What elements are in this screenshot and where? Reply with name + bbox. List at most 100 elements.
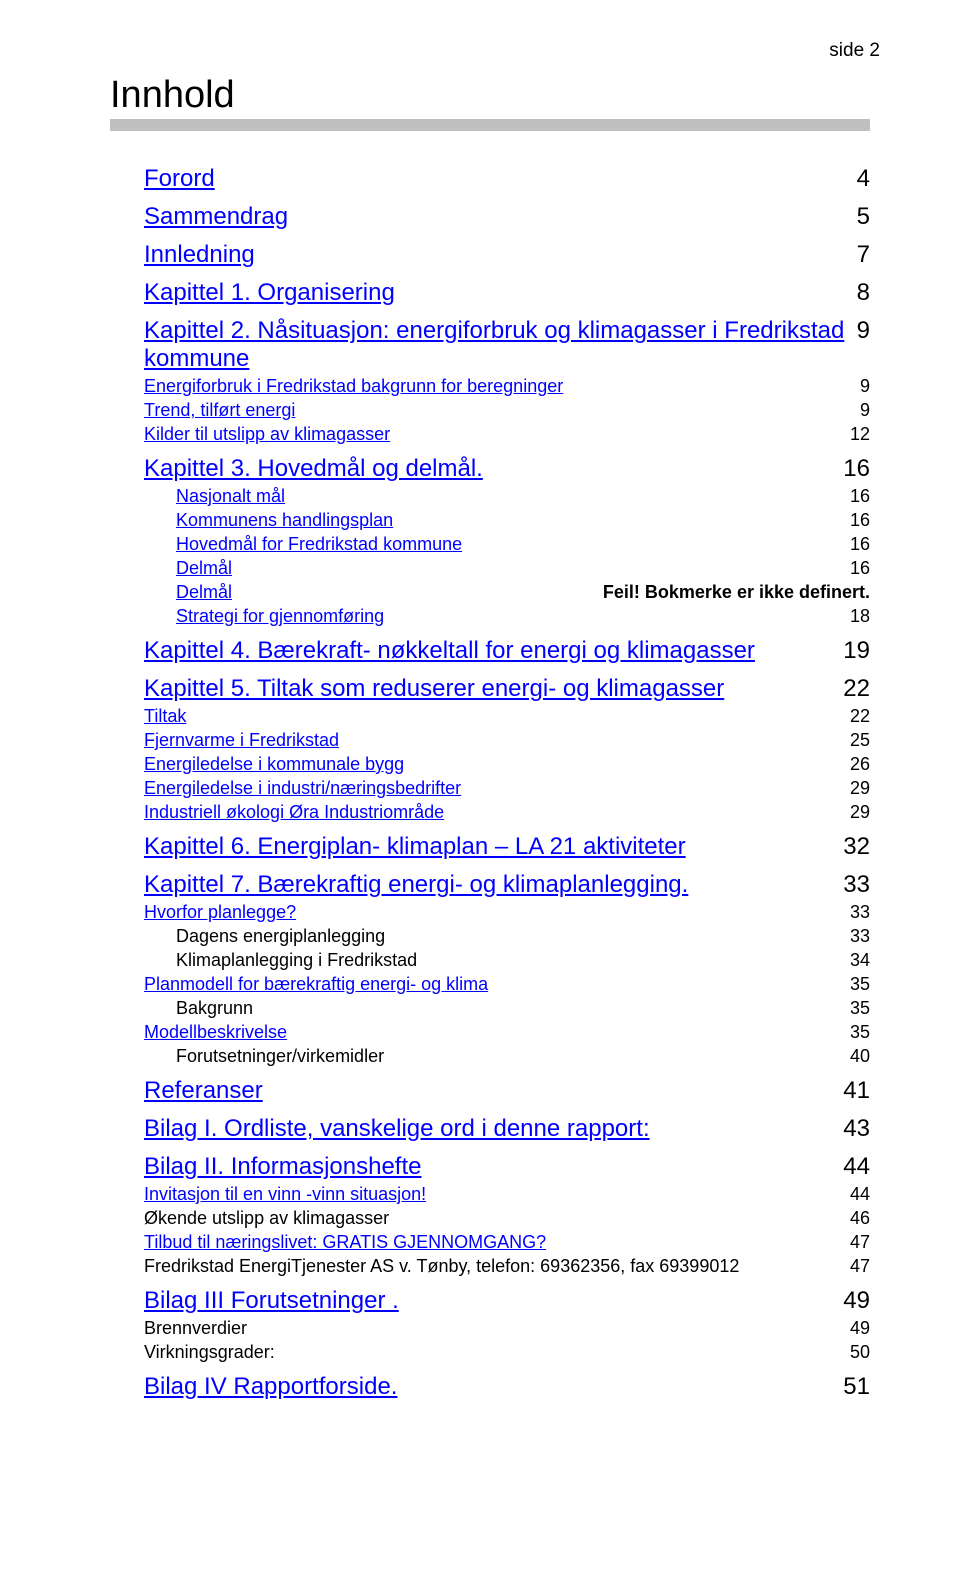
toc-row: Økende utslipp av klimagasser 46 — [110, 1205, 870, 1229]
toc-entry-label: Brennverdier — [144, 1318, 247, 1339]
toc-entry-page: 35 — [850, 1022, 870, 1043]
toc-entry-label[interactable]: Energiledelse i kommunale bygg — [144, 754, 404, 775]
toc-entry-label[interactable]: Kapittel 1. Organisering — [144, 279, 395, 307]
toc-entry-label[interactable]: Kapittel 3. Hovedmål og delmål. — [144, 455, 483, 483]
toc-entry-label[interactable]: Nasjonalt mål — [176, 486, 285, 507]
toc-row: Kommunens handlingsplan 16 — [110, 507, 870, 531]
toc-entry-page: 40 — [850, 1046, 870, 1067]
toc-entry-label[interactable]: Energiledelse i industri/næringsbedrifte… — [144, 778, 461, 799]
toc-row: Virkningsgrader: 50 — [110, 1339, 870, 1363]
toc-row: Sammendrag 5 — [110, 193, 870, 231]
toc-entry-label[interactable]: Kapittel 6. Energiplan- klimaplan – LA 2… — [144, 833, 686, 861]
toc-entry-page: 49 — [850, 1318, 870, 1339]
toc-row: Strategi for gjennomføring 18 — [110, 603, 870, 627]
table-of-contents: Forord4Sammendrag5Innledning7Kapittel 1.… — [110, 155, 870, 1401]
toc-row: Bilag I. Ordliste, vanskelige ord i denn… — [110, 1105, 870, 1143]
toc-row: Fjernvarme i Fredrikstad 25 — [110, 727, 870, 751]
toc-row: Kilder til utslipp av klimagasser 12 — [110, 421, 870, 445]
toc-entry-label[interactable]: Trend, tilført energi — [144, 400, 295, 421]
toc-row: Kapittel 6. Energiplan- klimaplan – LA 2… — [110, 823, 870, 861]
toc-entry-page: 35 — [850, 974, 870, 995]
toc-row: Hvorfor planlegge? 33 — [110, 899, 870, 923]
toc-entry-page: 50 — [850, 1342, 870, 1363]
toc-entry-label[interactable]: Planmodell for bærekraftig energi- og kl… — [144, 974, 488, 995]
toc-entry-page: 33 — [850, 902, 870, 923]
toc-entry-label[interactable]: Industriell økologi Øra Industriområde — [144, 802, 444, 823]
toc-entry-page: 12 — [850, 424, 870, 445]
toc-entry-label[interactable]: Delmål — [176, 582, 232, 603]
toc-entry-page: 7 — [857, 241, 870, 269]
toc-entry-page: 32 — [843, 833, 870, 861]
toc-entry-label[interactable]: Bilag II. Informasjonshefte — [144, 1153, 421, 1181]
toc-entry-label[interactable]: Hvorfor planlegge? — [144, 902, 296, 923]
toc-entry-label[interactable]: Modellbeskrivelse — [144, 1022, 287, 1043]
toc-row: Fredrikstad EnergiTjenester AS v. Tønby,… — [110, 1253, 870, 1277]
toc-entry-label: Forutsetninger/virkemidler — [176, 1046, 384, 1067]
toc-entry-page: 49 — [843, 1287, 870, 1315]
toc-row: Energiledelse i industri/næringsbedrifte… — [110, 775, 870, 799]
toc-row: Kapittel 1. Organisering8 — [110, 269, 870, 307]
toc-entry-label[interactable]: Fjernvarme i Fredrikstad — [144, 730, 339, 751]
toc-entry-label[interactable]: Bilag III Forutsetninger . — [144, 1287, 399, 1315]
toc-row: Innledning 7 — [110, 231, 870, 269]
toc-entry-label: Økende utslipp av klimagasser — [144, 1208, 389, 1229]
toc-row: Invitasjon til en vinn -vinn situasjon! 4… — [110, 1181, 870, 1205]
toc-entry-page: 9 — [860, 400, 870, 421]
toc-entry-label[interactable]: Kapittel 7. Bærekraftig energi- og klima… — [144, 871, 688, 899]
toc-entry-page: 33 — [850, 926, 870, 947]
toc-entry-label: Virkningsgrader: — [144, 1342, 275, 1363]
toc-entry-page: 44 — [850, 1184, 870, 1205]
toc-row: Kapittel 5. Tiltak som reduserer energi-… — [110, 665, 870, 703]
toc-entry-label[interactable]: Kilder til utslipp av klimagasser — [144, 424, 390, 445]
toc-entry-page: 43 — [843, 1115, 870, 1143]
toc-entry-label: Bakgrunn — [176, 998, 253, 1019]
toc-entry-label[interactable]: Innledning — [144, 241, 255, 269]
toc-row: Bakgrunn35 — [110, 995, 870, 1019]
toc-entry-page: 16 — [850, 510, 870, 531]
toc-entry-label[interactable]: Hovedmål for Fredrikstad kommune — [176, 534, 462, 555]
toc-entry-page: 16 — [850, 558, 870, 579]
toc-row: Forutsetninger/virkemidler 40 — [110, 1043, 870, 1067]
toc-row: Energiledelse i kommunale bygg 26 — [110, 751, 870, 775]
toc-entry-label[interactable]: Tiltak — [144, 706, 186, 727]
toc-entry-label: Klimaplanlegging i Fredrikstad — [176, 950, 417, 971]
toc-entry-page: 18 — [850, 606, 870, 627]
toc-entry-label[interactable]: Kommunens handlingsplan — [176, 510, 393, 531]
toc-row: Tiltak22 — [110, 703, 870, 727]
toc-row: Bilag IV Rapportforside. 51 — [110, 1363, 870, 1401]
toc-entry-label[interactable]: Energiforbruk i Fredrikstad bakgrunn for… — [144, 376, 563, 397]
toc-entry-label[interactable]: Invitasjon til en vinn -vinn situasjon! — [144, 1184, 426, 1205]
toc-entry-label[interactable]: Referanser — [144, 1077, 263, 1105]
toc-entry-label[interactable]: Strategi for gjennomføring — [176, 606, 384, 627]
toc-entry-label[interactable]: Bilag IV Rapportforside. — [144, 1373, 397, 1401]
toc-entry-page: 47 — [850, 1256, 870, 1277]
toc-entry-page: 5 — [857, 203, 870, 231]
toc-entry-label[interactable]: Kapittel 4. Bærekraft- nøkkeltall for en… — [144, 637, 755, 665]
toc-entry-page: 46 — [850, 1208, 870, 1229]
toc-entry-page: 33 — [843, 871, 870, 899]
page-number-label: side 2 — [110, 40, 880, 62]
toc-entry-page: 44 — [843, 1153, 870, 1181]
toc-entry-page: 29 — [850, 778, 870, 799]
toc-entry-label[interactable]: Kapittel 2. Nåsituasjon: energiforbruk o… — [144, 317, 857, 373]
toc-entry-page: Feil! Bokmerke er ikke definert. — [603, 582, 870, 603]
toc-entry-page: 34 — [850, 950, 870, 971]
toc-entry-label[interactable]: Delmål — [176, 558, 232, 579]
toc-entry-page: 16 — [843, 455, 870, 483]
toc-entry-page: 19 — [843, 637, 870, 665]
toc-entry-label[interactable]: Tilbud til næringslivet: GRATIS GJENNOMG… — [144, 1232, 546, 1253]
toc-entry-page: 26 — [850, 754, 870, 775]
toc-entry-label[interactable]: Sammendrag — [144, 203, 288, 231]
toc-row: Trend, tilført energi 9 — [110, 397, 870, 421]
toc-row: Delmål 16 — [110, 555, 870, 579]
toc-entry-label[interactable]: Forord — [144, 165, 215, 193]
toc-entry-page: 51 — [843, 1373, 870, 1401]
toc-row: Delmål Feil! Bokmerke er ikke definert. — [110, 579, 870, 603]
toc-entry-label[interactable]: Bilag I. Ordliste, vanskelige ord i denn… — [144, 1115, 650, 1143]
toc-entry-page: 16 — [850, 486, 870, 507]
toc-entry-label[interactable]: Kapittel 5. Tiltak som reduserer energi-… — [144, 675, 724, 703]
toc-row: Planmodell for bærekraftig energi- og kl… — [110, 971, 870, 995]
toc-entry-page: 9 — [857, 317, 870, 345]
toc-row: Tilbud til næringslivet: GRATIS GJENNOMG… — [110, 1229, 870, 1253]
toc-entry-page: 25 — [850, 730, 870, 751]
